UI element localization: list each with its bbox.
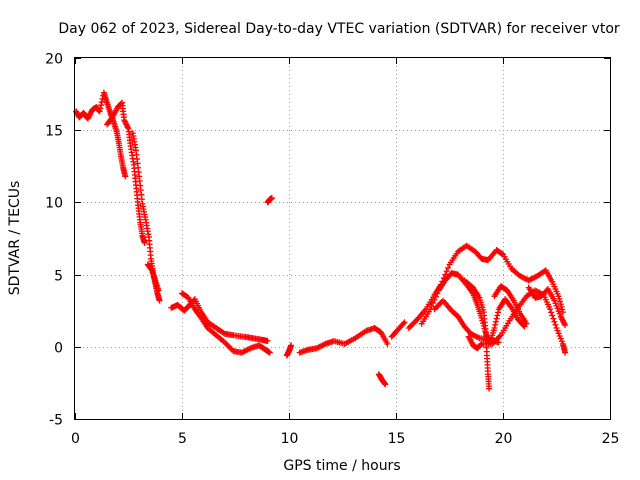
data-point — [492, 321, 499, 328]
x-tick-label: 5 — [178, 431, 187, 447]
y-tick-label: -5 — [49, 413, 63, 429]
x-tick-label: 15 — [388, 431, 406, 447]
chart-title: Day 062 of 2023, Sidereal Day-to-day VTE… — [58, 21, 620, 37]
data-point — [411, 319, 418, 326]
data-point — [96, 108, 103, 115]
plot-frame — [74, 57, 611, 420]
data-point — [400, 320, 407, 327]
data-point — [141, 239, 148, 246]
data-point — [491, 325, 498, 332]
series-arc-5 — [168, 296, 271, 345]
data-point — [496, 333, 503, 340]
data-point — [224, 342, 231, 349]
data-point — [432, 293, 439, 300]
grid-lines — [75, 58, 610, 419]
series-arc-8 — [283, 342, 295, 359]
data-point — [551, 318, 558, 325]
series-arc-13 — [418, 270, 528, 346]
series-arc-12 — [405, 242, 566, 332]
data-point — [412, 317, 419, 324]
y-tick-label: 5 — [54, 269, 63, 285]
series-arc-17 — [491, 283, 530, 327]
data-point — [401, 319, 408, 326]
series-arc-16 — [465, 287, 569, 356]
data-point — [445, 264, 452, 271]
data-point — [431, 306, 438, 313]
data-point — [268, 195, 275, 202]
data-point — [430, 299, 437, 306]
data-point — [559, 309, 566, 316]
data-point — [552, 321, 559, 328]
data-point — [98, 102, 105, 109]
data-point — [98, 99, 105, 106]
data-point — [547, 306, 554, 313]
x-tick-label: 20 — [495, 431, 513, 447]
y-tick-label: 0 — [54, 341, 63, 357]
data-point — [548, 309, 555, 316]
series-arc-4 — [144, 261, 162, 294]
data-point — [408, 322, 415, 329]
data-point — [498, 250, 505, 257]
data-point — [384, 340, 391, 347]
series-arc-11 — [388, 319, 408, 340]
series-arc-9 — [296, 325, 391, 356]
x-tick-label: 0 — [71, 431, 80, 447]
data-point — [437, 300, 444, 307]
data-point — [122, 173, 129, 180]
series-arc-15 — [431, 297, 502, 346]
data-point — [407, 323, 414, 330]
data-point — [227, 345, 234, 352]
data-point — [550, 315, 557, 322]
x-tick-label: 25 — [602, 431, 620, 447]
data-point — [435, 301, 442, 308]
data-point — [264, 338, 271, 345]
y-tick-label: 15 — [45, 124, 63, 140]
data-point — [155, 287, 162, 294]
data-point — [520, 322, 527, 329]
series-arc-6 — [179, 290, 273, 356]
data-point — [486, 385, 493, 392]
data-point — [428, 303, 435, 310]
data-point — [443, 268, 450, 275]
data-point — [266, 349, 273, 356]
data-point — [410, 320, 417, 327]
data-point — [434, 303, 441, 310]
data-point — [97, 105, 104, 112]
data-point — [523, 320, 530, 327]
x-tick-label: 10 — [281, 431, 299, 447]
series-arc-10 — [375, 371, 389, 388]
series-arc-2 — [104, 99, 148, 246]
series-arc-7 — [264, 195, 275, 206]
data-point — [562, 322, 569, 329]
data-point — [434, 290, 441, 297]
data-point — [405, 325, 412, 332]
y-tick-label: 20 — [45, 52, 63, 68]
data-point — [156, 297, 163, 304]
data-points — [73, 89, 569, 392]
data-point — [549, 312, 556, 319]
data-point — [493, 315, 500, 322]
data-point — [382, 381, 389, 388]
data-point — [442, 271, 449, 278]
x-axis-label: GPS time / hours — [283, 458, 400, 474]
data-point — [492, 318, 499, 325]
data-point — [226, 343, 233, 350]
data-point — [431, 296, 438, 303]
data-point — [562, 349, 569, 356]
data-point — [494, 312, 501, 319]
data-point — [288, 342, 295, 349]
y-tick-label: 10 — [45, 196, 63, 212]
series-arc-18 — [525, 284, 569, 329]
y-axis-label: SDTVAR / TECUs — [7, 181, 23, 296]
data-point — [495, 309, 502, 316]
axis-ticks: 0 5 10 15 20 25 -5 0 5 10 15 20 — [45, 52, 619, 448]
